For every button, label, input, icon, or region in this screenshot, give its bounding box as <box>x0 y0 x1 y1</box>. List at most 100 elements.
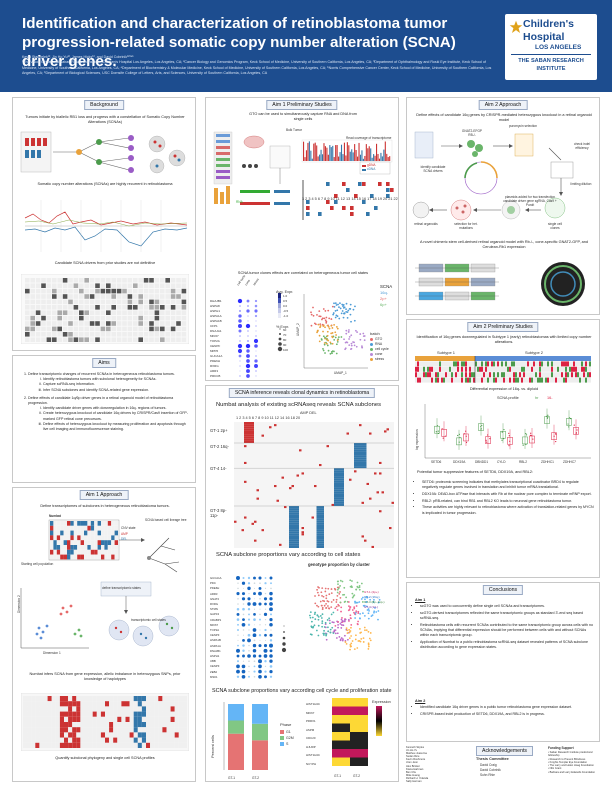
subclone-cell <box>251 434 254 437</box>
cluster-dot <box>248 613 250 616</box>
phylogeny-cell <box>174 737 179 743</box>
grid-cell <box>170 326 176 332</box>
umap-point <box>350 320 352 323</box>
subclone-cell <box>316 537 319 540</box>
umap-point <box>322 308 325 310</box>
genotype-point <box>334 625 337 627</box>
grid-cell <box>52 294 57 299</box>
dot <box>253 338 259 344</box>
subclone-cell <box>319 464 322 467</box>
grid-cell <box>35 294 41 299</box>
subtype-cell <box>575 356 577 361</box>
subtype-cell <box>583 366 585 372</box>
grid-cell <box>160 278 165 283</box>
phylogeny-cell <box>35 701 40 707</box>
subclone-cell <box>334 474 337 477</box>
grid-cell <box>89 332 95 337</box>
phylogeny-cell <box>100 696 105 702</box>
subtype-cell <box>429 377 431 383</box>
heat-cell <box>332 740 350 749</box>
phylogeny-cell <box>100 701 105 707</box>
subtype-cell <box>433 366 435 372</box>
subclone-cell <box>319 531 322 534</box>
genotype-point <box>360 638 363 640</box>
subclone-cell <box>289 535 292 538</box>
subclone-cell <box>296 510 299 513</box>
cluster-gene-label: MKI67 <box>210 622 219 627</box>
cnv-cell <box>111 530 115 536</box>
umap-point <box>325 321 328 324</box>
grid-cell <box>149 326 154 332</box>
genotype-point <box>340 606 343 609</box>
phylogeny-cell <box>162 706 167 712</box>
genotype-point <box>345 642 348 645</box>
phylogeny-cell <box>166 727 171 733</box>
phylogeny-cell <box>141 737 146 743</box>
genotype-point <box>345 596 348 599</box>
cluster-dot <box>258 644 262 648</box>
cluster-dot <box>269 607 273 612</box>
phylogeny-cell <box>68 727 73 733</box>
conclusions-title: Conclusions <box>482 585 524 595</box>
genotype-point <box>334 629 337 632</box>
subclone-cell <box>316 545 319 548</box>
cluster-gene-label: HSPH1 <box>210 654 220 658</box>
genotype-point <box>350 626 352 629</box>
grid-cell <box>89 278 95 283</box>
phylogeny-cell <box>109 696 114 702</box>
cluster-dot <box>269 633 273 637</box>
genotype-point <box>320 617 323 619</box>
cluster-gene-label: HSPA1A <box>210 643 221 648</box>
phylogeny-cell <box>72 732 77 738</box>
grid-cell <box>100 332 106 337</box>
cluster-dot <box>269 613 273 616</box>
grid-cell <box>57 288 62 294</box>
aim1-approach-text-1: Define transcriptomes of subclones in he… <box>40 504 170 508</box>
subclone-cell <box>319 535 322 538</box>
subclone-cell <box>249 432 252 435</box>
phylogeny-cell <box>137 727 142 733</box>
grid-cell <box>170 294 176 299</box>
legend-swatch <box>370 348 373 351</box>
phylogeny-cell <box>137 732 142 738</box>
phylogeny-cell <box>117 706 122 712</box>
genotype-point <box>349 645 352 648</box>
subclone-cell <box>251 428 254 431</box>
subtype-cell <box>425 361 427 367</box>
subclone-cell <box>334 501 337 504</box>
subclone-cell <box>294 531 297 534</box>
dot <box>237 298 243 304</box>
grid-cell <box>41 310 46 315</box>
grid-cell <box>35 315 41 321</box>
subclone-cell <box>291 518 294 521</box>
subclone-states-caption: SCNA subclone proportions vary according… <box>216 552 361 558</box>
phylogeny-cell <box>141 696 146 702</box>
subtype-cell <box>577 377 579 383</box>
coverage-bar <box>339 152 341 161</box>
genotype-point <box>330 606 333 609</box>
grid-cell <box>52 288 57 294</box>
subtype-cell <box>571 356 573 361</box>
umap-point <box>343 338 345 341</box>
subtype-cell <box>507 361 509 367</box>
cnv-cell <box>87 521 91 526</box>
subclone-cell <box>296 522 299 525</box>
subclone-cell <box>359 424 362 427</box>
subclone-cell <box>356 461 359 464</box>
ack-name: Kiana Hartman <box>406 767 424 771</box>
subclone-cell <box>359 466 362 469</box>
subtype-cell <box>477 356 479 361</box>
cnv-cell <box>67 554 71 560</box>
subclone-cell <box>356 455 359 458</box>
dot <box>247 335 249 337</box>
grid-cell <box>122 332 127 337</box>
cluster-dot <box>253 576 256 580</box>
umap-point <box>310 313 313 316</box>
phylogeny-cell <box>133 716 138 722</box>
grid-cell <box>57 332 62 337</box>
cnv-cell <box>84 525 88 531</box>
box-point <box>568 417 571 419</box>
subtype-cell <box>479 366 481 372</box>
phylogeny-cell <box>23 727 28 733</box>
cnv-cell <box>60 545 64 550</box>
